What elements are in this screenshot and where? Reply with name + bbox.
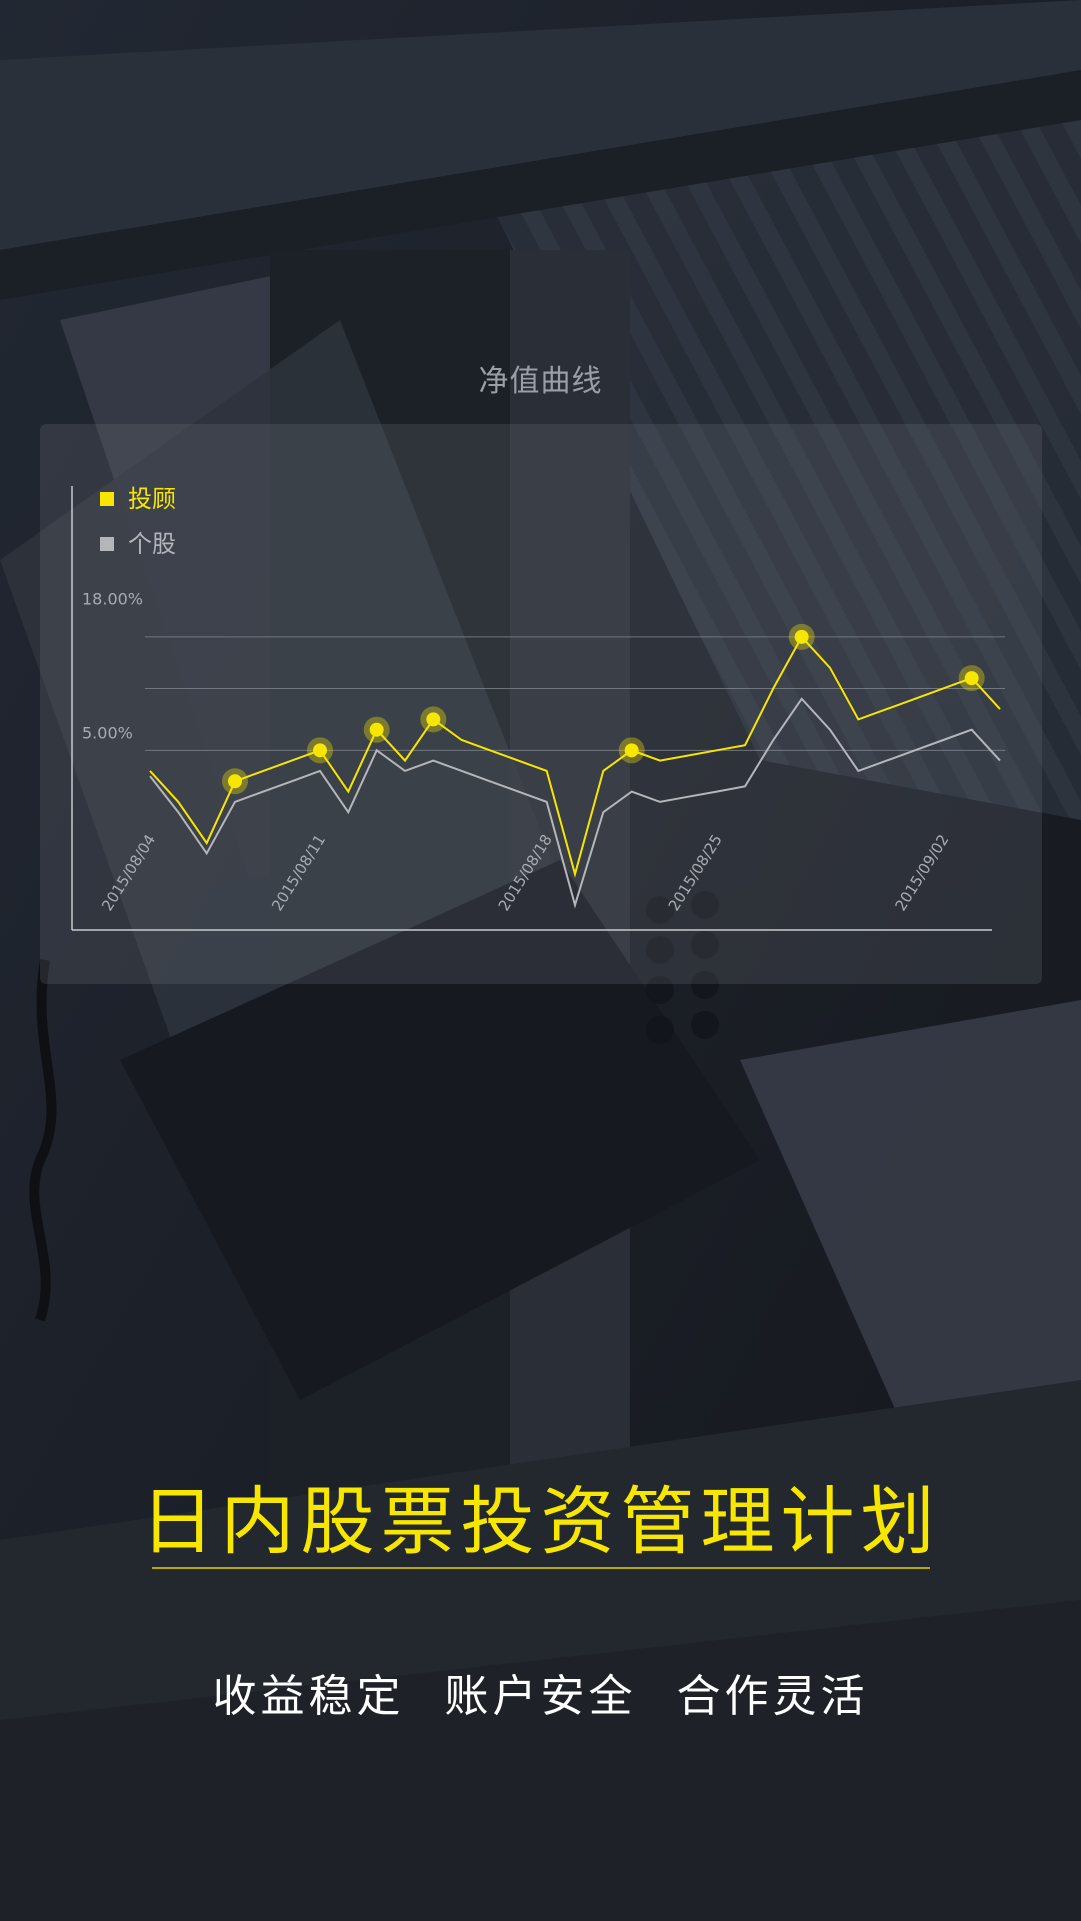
- feature-stable-returns: 收益稳定: [212, 1671, 405, 1722]
- x-tick-label: 2015/09/02: [891, 831, 952, 914]
- data-point: [794, 629, 809, 644]
- data-point: [228, 774, 242, 789]
- chart-title: 净值曲线: [478, 364, 603, 399]
- headline: 日内股票投资管理计划: [140, 1479, 941, 1565]
- y-tick-label: 18.00%: [82, 589, 143, 608]
- legend-label-0: 投顾: [128, 485, 176, 513]
- data-point: [964, 671, 979, 686]
- chart-series: [149, 623, 1001, 909]
- legend-swatch-0: [100, 492, 114, 506]
- x-tick-label: 2015/08/04: [98, 831, 159, 914]
- chart-axes: 18.00% 5.00% 2015/08/04 2015/08/11 2015/08/1…: [71, 486, 992, 931]
- legend-label-1: 个股: [128, 530, 176, 558]
- feature-list: 收益稳定 账户安全 合作灵活: [0, 1660, 1081, 1724]
- feature-flexible-cooperation: 合作灵活: [676, 1671, 869, 1722]
- data-point: [313, 743, 327, 758]
- data-point: [369, 722, 384, 737]
- feature-account-safety: 账户安全: [444, 1671, 637, 1722]
- legend-swatch-1: [100, 537, 114, 551]
- x-tick-label: 2015/08/18: [495, 831, 556, 914]
- headline-divider: [152, 1567, 930, 1569]
- data-point: [426, 712, 441, 727]
- y-tick-label: 5.00%: [82, 723, 133, 742]
- chart-panel: [40, 424, 1042, 984]
- series-line-1: [149, 697, 1001, 909]
- data-point: [624, 743, 639, 758]
- series-line-0: [149, 635, 1001, 878]
- chart-gridlines: [145, 636, 1005, 751]
- x-tick-label: 2015/08/25: [665, 831, 726, 914]
- x-tick-label: 2015/08/11: [268, 831, 329, 914]
